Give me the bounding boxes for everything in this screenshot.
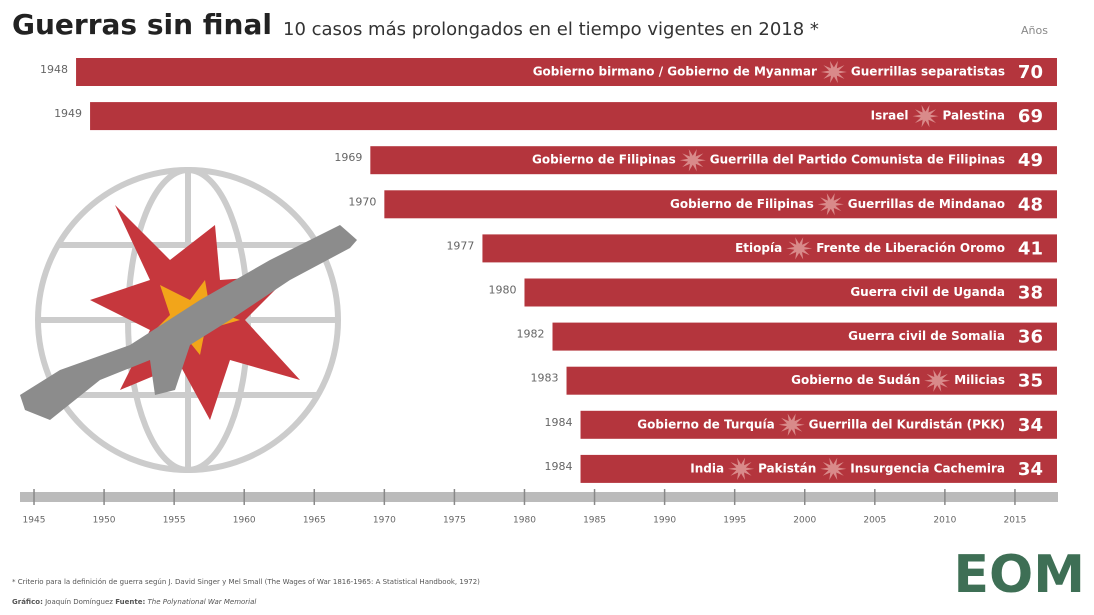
start-year-label: 1983: [531, 372, 559, 385]
duration-label: 48: [1018, 194, 1043, 215]
start-year-label: 1984: [545, 416, 573, 429]
party-label: Palestina: [943, 109, 1005, 123]
duration-label: 36: [1018, 327, 1043, 348]
x-tick-label: 1965: [303, 516, 326, 526]
unit-label: Años: [1021, 24, 1048, 37]
footnote: * Criterio para la definición de guerra …: [12, 578, 480, 586]
party-label: Gobierno de Filipinas: [670, 197, 814, 211]
duration-label: 70: [1018, 62, 1043, 83]
x-tick-label: 1955: [163, 516, 186, 526]
x-tick-label: 1945: [23, 516, 46, 526]
chart-title: Guerras sin final: [12, 8, 272, 41]
duration-label: 69: [1018, 106, 1043, 127]
party-label: Israel: [871, 109, 909, 123]
party-label: Guerra civil de Somalia: [848, 329, 1005, 343]
party-label: Gobierno de Sudán: [791, 373, 920, 387]
illustration: [20, 170, 357, 470]
duration-label: 35: [1018, 371, 1043, 392]
start-year-label: 1970: [348, 195, 376, 208]
party-label: Gobierno de Filipinas: [532, 153, 676, 167]
party-label: Gobierno birmano / Gobierno de Myanmar: [533, 65, 817, 79]
party-label: Guerrilla del Partido Comunista de Filip…: [710, 153, 1005, 167]
start-year-label: 1984: [545, 460, 573, 473]
source-label: Fuente:: [115, 598, 145, 606]
start-year-label: 1948: [40, 63, 68, 76]
chart: Guerras sin final 10 casos más prolongad…: [0, 0, 1094, 615]
duration-label: 38: [1018, 283, 1043, 304]
start-year-label: 1982: [517, 328, 545, 341]
party-label: Insurgencia Cachemira: [850, 461, 1005, 475]
bar: [90, 102, 1057, 130]
x-tick-label: 1960: [233, 516, 256, 526]
x-tick-label: 1990: [653, 516, 676, 526]
start-year-label: 1969: [334, 151, 362, 164]
duration-label: 41: [1018, 238, 1043, 259]
party-label: Guerrillas de Mindanao: [848, 197, 1005, 211]
chart-subtitle: 10 casos más prolongados en el tiempo vi…: [283, 19, 819, 40]
credits: Gráfico: Joaquín Domínguez Fuente: The P…: [12, 598, 256, 606]
x-tick-label: 2015: [1003, 516, 1026, 526]
x-tick-label: 1995: [723, 516, 746, 526]
x-tick-label: 2000: [793, 516, 816, 526]
duration-label: 34: [1018, 459, 1043, 480]
x-tick-label: 1970: [373, 516, 396, 526]
credit: Joaquín Domínguez: [44, 598, 113, 606]
party-label: Etiopía: [735, 241, 782, 255]
party-label: Guerra civil de Uganda: [850, 285, 1005, 299]
duration-label: 34: [1018, 415, 1043, 436]
logo: EOM: [954, 545, 1085, 605]
party-label: Guerrillas separatistas: [851, 65, 1005, 79]
x-tick-label: 1950: [93, 516, 116, 526]
start-year-label: 1980: [488, 284, 516, 297]
party-label: Milicias: [954, 373, 1005, 387]
source: The Polynational War Memorial: [147, 598, 256, 606]
start-year-label: 1949: [54, 107, 82, 120]
x-tick-label: 1980: [513, 516, 536, 526]
party-label: Frente de Liberación Oromo: [816, 241, 1005, 255]
duration-label: 49: [1018, 150, 1043, 171]
x-tick-label: 1985: [583, 516, 606, 526]
party-label: Pakistán: [758, 461, 816, 475]
credit-label: Gráfico:: [12, 598, 43, 606]
x-tick-label: 2010: [933, 516, 956, 526]
start-year-label: 1977: [446, 239, 474, 252]
x-tick-label: 1975: [443, 516, 466, 526]
x-tick-label: 2005: [863, 516, 886, 526]
party-label: Gobierno de Turquía: [637, 417, 774, 431]
party-label: India: [690, 461, 724, 475]
party-label: Guerrilla del Kurdistán (PKK): [809, 417, 1005, 431]
